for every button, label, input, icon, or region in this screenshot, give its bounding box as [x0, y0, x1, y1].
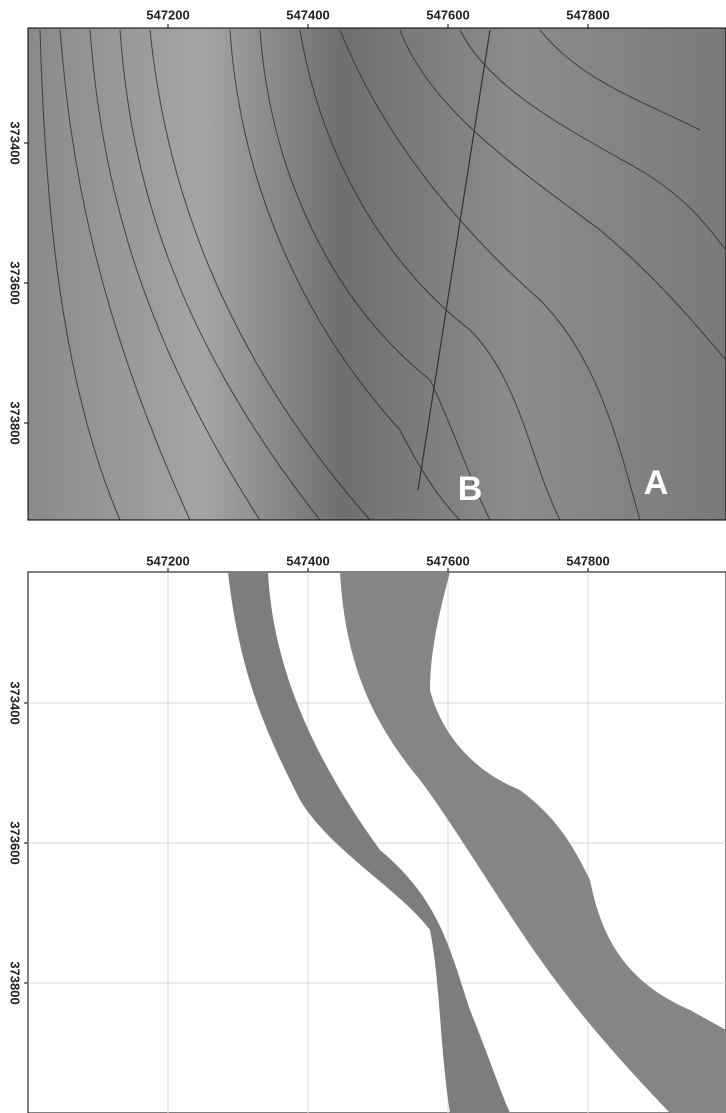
x-tick-label: 547200 — [146, 7, 189, 22]
x-tick-label: 547600 — [426, 553, 469, 568]
bottom-panel — [27, 571, 726, 1113]
annotation: B — [458, 470, 483, 508]
contours — [39, 29, 726, 521]
y-tick-label: 373600 — [8, 821, 23, 864]
swath-east — [340, 572, 726, 1113]
x-tick-label: 547200 — [146, 553, 189, 568]
x-tick-label: 547800 — [566, 553, 609, 568]
top-panel — [27, 27, 726, 521]
x-tick-label: 547400 — [286, 7, 329, 22]
y-tick-label: 373400 — [8, 681, 23, 724]
x-tick-label: 547800 — [566, 7, 609, 22]
y-tick-label: 373600 — [8, 261, 23, 304]
annotation: A — [644, 464, 669, 502]
swath-west — [228, 572, 510, 1113]
y-tick-label: 373400 — [8, 121, 23, 164]
x-tick-label: 547400 — [286, 553, 329, 568]
profile-line — [417, 29, 491, 491]
y-tick-label: 373800 — [8, 961, 23, 1004]
x-tick-label: 547600 — [426, 7, 469, 22]
hillshade — [27, 27, 726, 521]
y-tick-label: 373800 — [8, 401, 23, 444]
